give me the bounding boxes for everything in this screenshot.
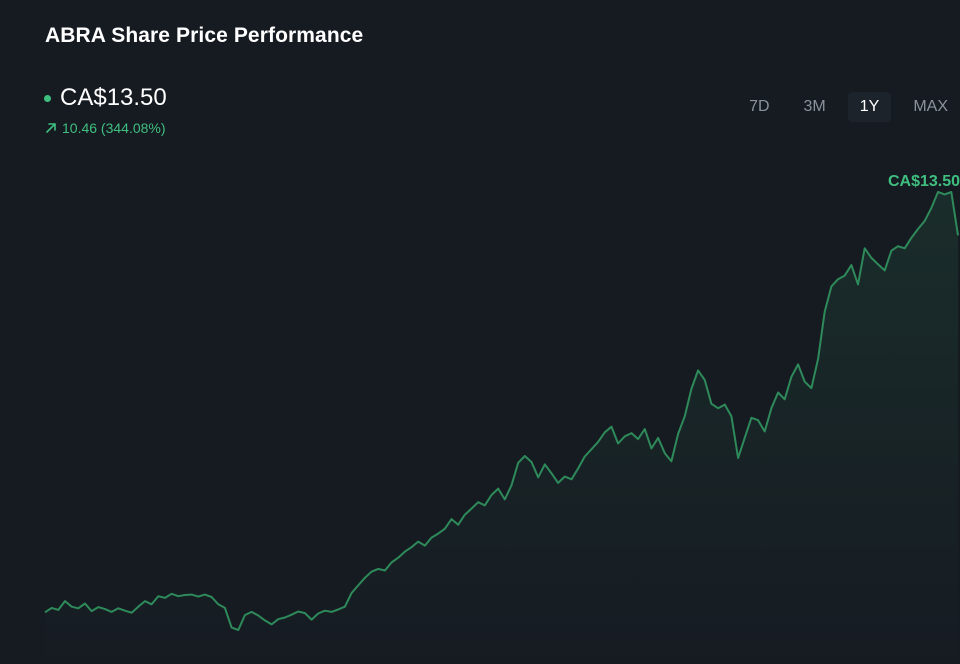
- range-selector: 7D 3M 1Y MAX: [727, 92, 960, 122]
- range-max-button[interactable]: MAX: [901, 92, 960, 122]
- range-7d-button[interactable]: 7D: [737, 92, 781, 122]
- status-dot-icon: [44, 94, 51, 102]
- price-area: [45, 192, 958, 664]
- arrow-up-right-icon: [46, 123, 56, 133]
- price-line: [44, 191, 959, 631]
- price-change-value: 10.46 (344.08%): [62, 120, 166, 136]
- range-3m-button[interactable]: 3M: [792, 92, 838, 122]
- page-title: ABRA Share Price Performance: [45, 24, 364, 47]
- price-change: 10.46 (344.08%): [45, 120, 166, 136]
- current-price: CA$13.50: [60, 84, 167, 111]
- range-1y-button[interactable]: 1Y: [847, 92, 892, 122]
- chart-end-label: CA$13.50: [888, 173, 960, 190]
- price-row: CA$13.50: [44, 84, 167, 112]
